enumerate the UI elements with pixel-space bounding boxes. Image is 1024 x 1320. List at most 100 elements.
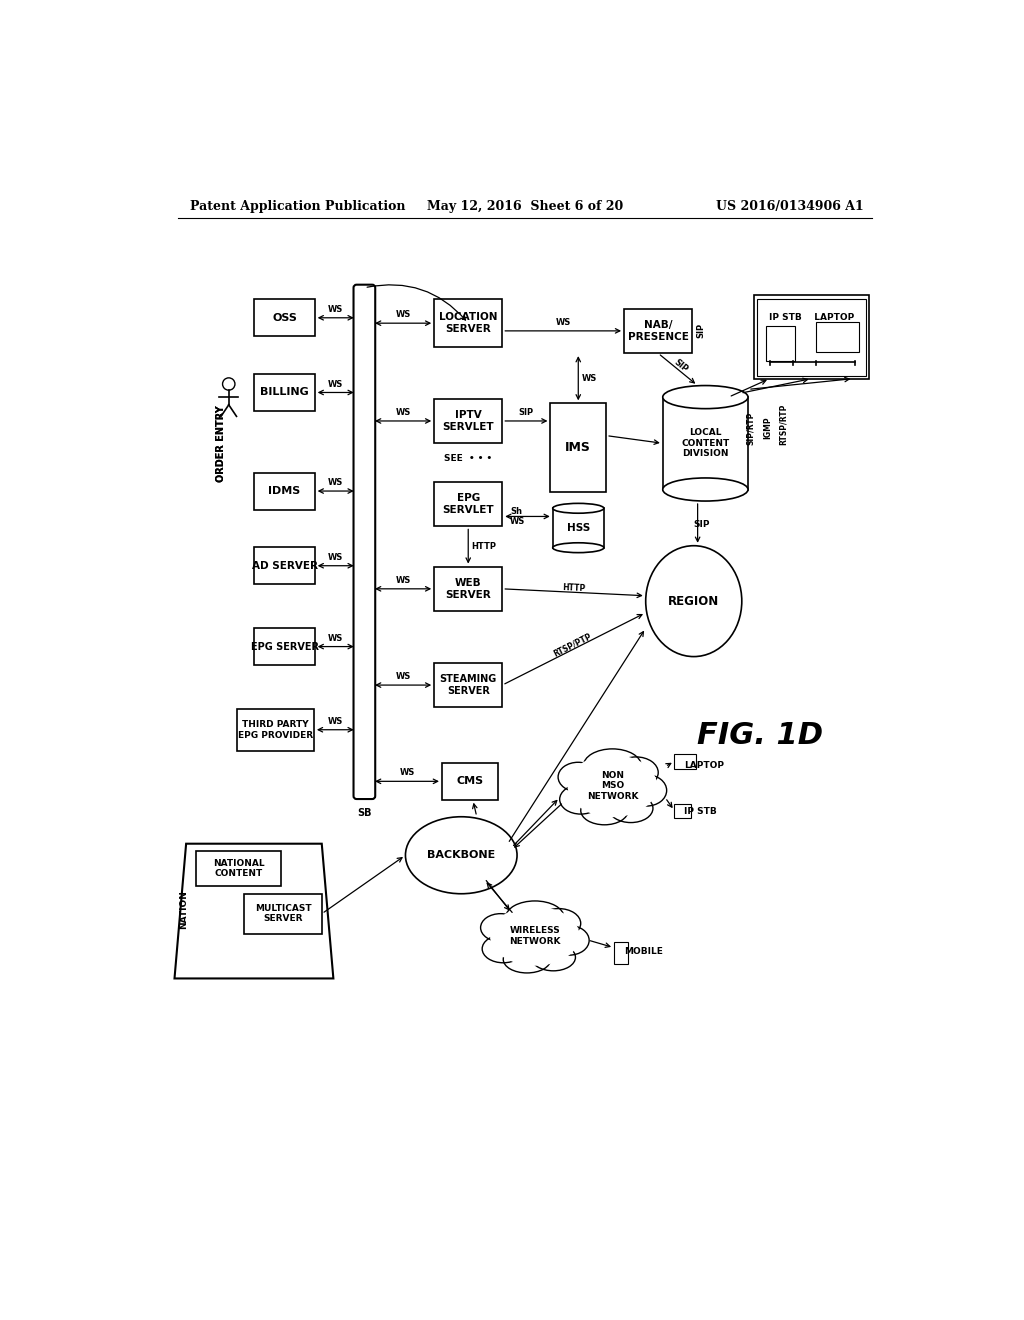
- Text: WS: WS: [395, 408, 411, 417]
- Text: LOCAL
CONTENT
DIVISION: LOCAL CONTENT DIVISION: [681, 429, 729, 458]
- Bar: [434, 399, 503, 444]
- Ellipse shape: [558, 762, 598, 792]
- Ellipse shape: [584, 748, 641, 783]
- Text: IP STB    LAPTOP: IP STB LAPTOP: [769, 313, 854, 322]
- Text: EPG SERVER: EPG SERVER: [251, 642, 318, 652]
- Ellipse shape: [549, 925, 589, 956]
- Ellipse shape: [506, 902, 564, 933]
- Text: WS: WS: [395, 576, 411, 585]
- Text: SIP: SIP: [519, 408, 534, 417]
- Text: THIRD PARTY
EPG PROVIDER: THIRD PARTY EPG PROVIDER: [238, 721, 312, 739]
- Text: WS: WS: [328, 634, 343, 643]
- Text: IGMP: IGMP: [764, 417, 773, 440]
- Text: SEE  • • •: SEE • • •: [444, 454, 493, 463]
- Text: SIP: SIP: [693, 520, 710, 528]
- Text: SIP: SIP: [696, 323, 706, 338]
- Bar: [675, 804, 691, 817]
- Text: REGION: REGION: [668, 594, 720, 607]
- Bar: [755, 296, 869, 379]
- Ellipse shape: [553, 543, 604, 553]
- Bar: [816, 322, 859, 351]
- Ellipse shape: [646, 545, 741, 656]
- Ellipse shape: [581, 796, 628, 825]
- Text: MOBILE: MOBILE: [624, 946, 663, 956]
- Text: WIRELESS
NETWORK: WIRELESS NETWORK: [509, 927, 560, 946]
- Text: AD SERVER: AD SERVER: [252, 561, 317, 570]
- Text: RTSP/RTP: RTSP/RTP: [779, 404, 788, 445]
- Ellipse shape: [482, 894, 588, 978]
- Ellipse shape: [608, 795, 653, 822]
- Ellipse shape: [406, 817, 517, 894]
- Text: HSS: HSS: [566, 523, 590, 533]
- Text: CMS: CMS: [457, 776, 483, 787]
- Bar: [254, 473, 314, 510]
- Text: RTSP/PTP: RTSP/PTP: [551, 631, 593, 659]
- Text: IPTV
SERVLET: IPTV SERVLET: [442, 411, 494, 432]
- Bar: [434, 566, 503, 611]
- Ellipse shape: [503, 946, 551, 973]
- Text: ORDER ENTRY: ORDER ENTRY: [216, 405, 226, 482]
- Ellipse shape: [553, 503, 604, 513]
- Ellipse shape: [482, 935, 524, 962]
- Ellipse shape: [614, 756, 658, 788]
- Ellipse shape: [560, 784, 602, 814]
- Ellipse shape: [480, 913, 520, 941]
- Bar: [245, 894, 322, 933]
- Text: STEAMING
SERVER: STEAMING SERVER: [439, 675, 497, 696]
- Text: SIP: SIP: [672, 358, 689, 374]
- Text: LAPTOP: LAPTOP: [684, 760, 724, 770]
- Ellipse shape: [627, 775, 667, 807]
- Text: Patent Application Publication: Patent Application Publication: [190, 199, 406, 213]
- Bar: [442, 763, 498, 800]
- Text: IMS: IMS: [565, 441, 591, 454]
- Ellipse shape: [490, 907, 580, 966]
- Bar: [237, 709, 314, 751]
- Text: NAB/
PRESENCE: NAB/ PRESENCE: [628, 319, 688, 342]
- Bar: [550, 404, 606, 492]
- Polygon shape: [174, 843, 334, 978]
- Text: FIG. 1D: FIG. 1D: [696, 722, 822, 750]
- Text: SB: SB: [357, 808, 372, 817]
- Text: HTTP: HTTP: [562, 582, 586, 593]
- Text: WS: WS: [328, 717, 343, 726]
- Bar: [434, 663, 503, 708]
- Text: WS: WS: [395, 672, 411, 681]
- Ellipse shape: [537, 908, 581, 939]
- Text: WEB
SERVER: WEB SERVER: [445, 578, 492, 599]
- Text: US 2016/0134906 A1: US 2016/0134906 A1: [717, 199, 864, 213]
- Text: SIP/RTP: SIP/RTP: [745, 412, 755, 445]
- Ellipse shape: [567, 755, 657, 817]
- Text: HTTP: HTTP: [471, 543, 497, 550]
- Text: BACKBONE: BACKBONE: [427, 850, 496, 861]
- Text: WS: WS: [328, 305, 343, 314]
- Ellipse shape: [531, 944, 575, 970]
- Bar: [434, 300, 503, 347]
- Bar: [254, 300, 314, 337]
- Text: WS: WS: [328, 380, 343, 388]
- Bar: [553, 508, 604, 548]
- Bar: [254, 628, 314, 665]
- Bar: [254, 548, 314, 585]
- Ellipse shape: [560, 742, 665, 830]
- Ellipse shape: [663, 478, 748, 502]
- Bar: [624, 309, 692, 354]
- Text: IDMS: IDMS: [268, 486, 301, 496]
- Bar: [254, 374, 314, 411]
- Bar: [663, 397, 748, 490]
- FancyBboxPatch shape: [353, 285, 375, 799]
- Text: May 12, 2016  Sheet 6 of 20: May 12, 2016 Sheet 6 of 20: [427, 199, 623, 213]
- Text: NATION: NATION: [179, 890, 188, 928]
- Bar: [675, 754, 696, 770]
- Bar: [434, 482, 503, 527]
- Text: LOCATION
SERVER: LOCATION SERVER: [439, 313, 498, 334]
- Bar: [197, 851, 282, 886]
- Text: WS: WS: [328, 478, 343, 487]
- Text: NON
MSO
NETWORK: NON MSO NETWORK: [587, 771, 638, 801]
- Bar: [614, 942, 628, 964]
- Text: BILLING: BILLING: [260, 388, 309, 397]
- Text: EPG
SERVLET: EPG SERVLET: [442, 494, 494, 515]
- Text: Sh
WS: Sh WS: [510, 507, 525, 527]
- Text: WS: WS: [328, 553, 343, 562]
- Text: WS: WS: [399, 768, 415, 777]
- Text: OSS: OSS: [272, 313, 297, 323]
